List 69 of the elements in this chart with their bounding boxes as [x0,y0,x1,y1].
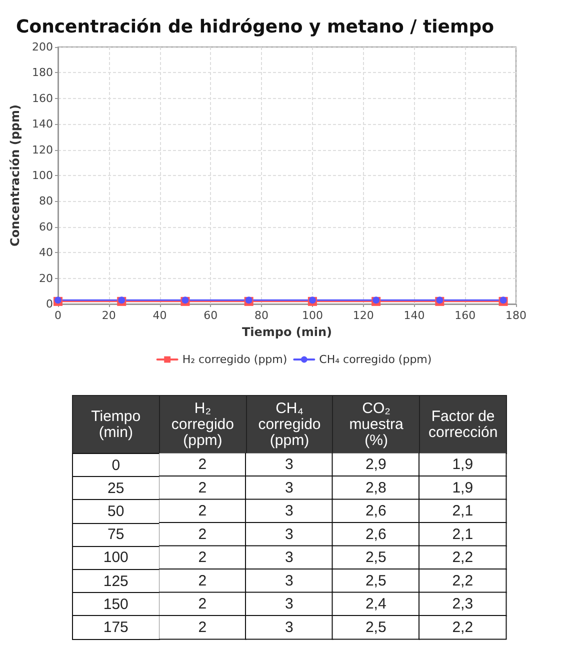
data-label: 2 [198,456,206,474]
data-label: 3 [284,479,294,496]
data-label: 2,5 [365,618,386,636]
x-axis-title: Tiempo (min) [242,325,332,339]
data-label: 2,6 [365,526,386,543]
data-label: 2,4 [365,596,386,613]
legend-label: H₂ corregido (ppm) [182,353,288,366]
data-label: 2,3 [452,596,473,613]
data-label: 2,1 [452,526,473,543]
y-tick-label: 40 [39,246,53,260]
x-tick-label: Factor de corrección [419,395,507,454]
y-tick-label: 180 [32,66,53,80]
data-label: 1,9 [452,479,473,496]
y-tick-label: 100 [72,546,160,570]
data-label: 3 [284,596,294,613]
data-label: 2,2 [452,572,473,590]
data-label: 2,8 [365,479,386,496]
y-tick-label: 150 [72,592,160,616]
x-tick-label: 180 [506,309,526,322]
x-tick-label: 160 [454,309,476,322]
data-label: 3 [284,549,294,566]
data-label: 2,5 [365,572,386,590]
data-label: 2,6 [365,502,386,520]
x-tick-label: 80 [254,309,269,322]
x-tick-label: 120 [352,309,374,322]
y-tick-label: 50 [72,499,160,524]
y-tick-label: 200 [32,40,53,54]
data-label: 3 [284,572,294,590]
y-axis-title: Concentración (ppm) [8,104,22,246]
x-tick-label: 100 [302,309,323,322]
data-label: 2,2 [452,618,473,636]
y-tick-label: 125 [72,569,160,594]
data-label: 2 [198,502,206,520]
data-label: 2 [198,618,206,636]
y-tick-label: 0 [72,453,160,478]
data-label: 2 [198,572,206,590]
x-tick-label: 60 [204,309,218,322]
y-axis-title: Tiempo (min) [72,395,160,454]
x-tick-label: 0 [54,309,62,322]
y-tick-label: 75 [72,522,160,547]
data-label: 2,1 [452,502,473,520]
x-tick-label: 140 [404,309,425,322]
y-tick-label: 20 [39,272,53,285]
y-tick-label: 25 [72,476,160,500]
data-label: 2,9 [365,456,386,474]
y-tick-label: 140 [32,118,53,131]
data-label: 2 [198,549,206,566]
y-tick-label: 80 [39,194,53,208]
legend-label: CH₄ corregido (ppm) [319,353,432,366]
y-tick-label: 100 [32,169,53,182]
data-label: 2 [198,526,206,543]
data-label: 2 [198,596,206,613]
y-tick-label: 0 [46,298,53,310]
data-label: 2,2 [452,549,473,566]
x-tick-label: CH₄ corregido (ppm) [246,395,334,454]
y-tick-label: 175 [72,615,160,640]
data-label: 2,5 [365,549,386,566]
data-label: 1,9 [452,456,473,474]
data-label: 2 [198,479,206,496]
data-label: 3 [284,526,294,543]
x-tick-label: CO₂ muestra (%) [332,395,420,454]
data-label: 3 [284,502,294,520]
y-tick-label: 60 [39,220,53,234]
y-tick-label: 160 [32,92,53,105]
y-tick-label: 120 [32,143,53,156]
data-label: 3 [284,456,294,474]
chart-title: Concentración de hidrógeno y metano / tiempo [16,16,494,38]
data-label: 3 [284,618,294,636]
x-tick-label: H₂ corregido (ppm) [158,395,247,454]
